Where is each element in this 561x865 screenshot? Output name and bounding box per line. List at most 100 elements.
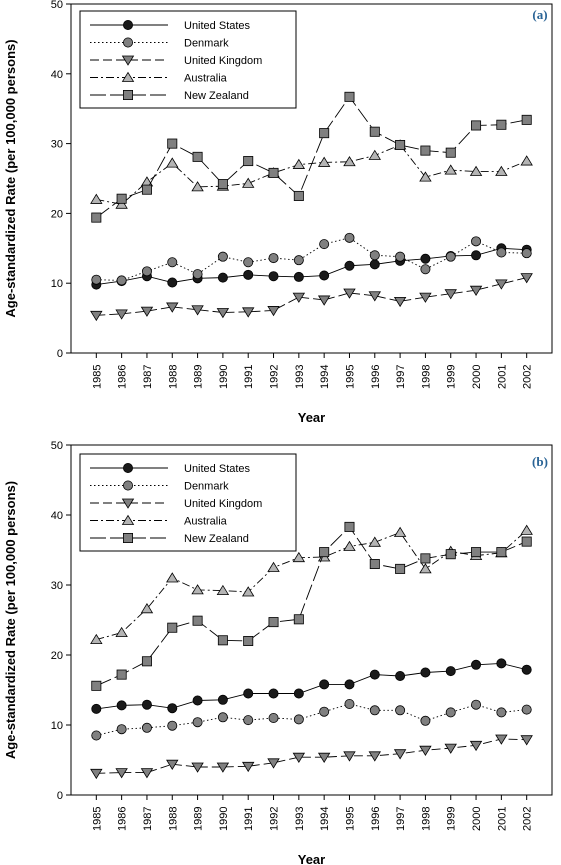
data-point xyxy=(420,715,431,726)
data-point xyxy=(317,295,331,306)
data-point xyxy=(91,680,102,691)
series-australia xyxy=(90,139,533,209)
x-tick-label: 1986 xyxy=(117,365,129,389)
data-point xyxy=(268,253,279,264)
series-line xyxy=(96,703,527,736)
legend-item: United Kingdom xyxy=(90,55,262,67)
legend-item: United Kingdom xyxy=(90,498,262,510)
data-point xyxy=(267,306,280,317)
data-point xyxy=(419,745,432,756)
data-point xyxy=(90,310,103,322)
data-point xyxy=(116,700,127,711)
data-point xyxy=(369,669,380,680)
x-tick-label: 1988 xyxy=(167,365,179,389)
legend-label: New Zealand xyxy=(184,90,249,102)
data-point xyxy=(419,563,432,574)
data-point xyxy=(496,658,507,669)
data-point xyxy=(369,250,380,261)
data-point xyxy=(520,524,533,535)
series-united-kingdom xyxy=(90,273,533,322)
data-point xyxy=(343,155,356,167)
data-point xyxy=(293,614,304,625)
data-point xyxy=(292,551,306,563)
x-tick-label: 1998 xyxy=(420,807,432,831)
data-point xyxy=(167,138,178,149)
series-new-zealand xyxy=(91,521,532,691)
legend-item: New Zealand xyxy=(90,533,249,545)
y-tick-label: 30 xyxy=(51,580,63,592)
legend-box xyxy=(79,453,297,552)
data-point xyxy=(192,151,203,162)
x-tick-label: 1985 xyxy=(91,807,103,831)
x-tick-label: 1994 xyxy=(319,807,331,831)
data-point xyxy=(495,279,508,290)
data-point xyxy=(344,91,355,102)
data-point xyxy=(191,181,204,192)
legend-label: United Kingdom xyxy=(184,55,262,67)
data-point xyxy=(115,626,128,637)
data-point xyxy=(241,586,255,597)
panel-label: (a) xyxy=(532,7,547,22)
data-point xyxy=(469,285,483,296)
x-tick-label: 1990 xyxy=(218,365,230,389)
data-point xyxy=(368,751,382,762)
data-point xyxy=(116,724,127,735)
legend-label: United States xyxy=(184,463,251,475)
y-tick-label: 0 xyxy=(57,790,63,802)
data-point xyxy=(495,734,508,745)
data-point xyxy=(319,270,330,281)
x-tick-label: 1992 xyxy=(269,807,281,831)
legend-item: Denmark xyxy=(90,38,229,50)
data-point xyxy=(344,260,355,271)
legend-item: United States xyxy=(90,462,251,475)
data-point xyxy=(268,271,279,282)
data-point xyxy=(166,759,179,770)
data-point xyxy=(140,176,154,187)
series-united-states xyxy=(91,243,532,290)
data-point xyxy=(115,198,128,209)
legend: United States Denmark United Kingdom Austra… xyxy=(79,453,297,552)
data-point xyxy=(167,703,178,714)
data-point xyxy=(521,248,532,259)
y-axis-title: Age-standardized Rate (per 100,000 perso… xyxy=(3,39,18,317)
data-point xyxy=(191,584,204,595)
y-tick-label: 50 xyxy=(51,0,63,11)
series-united-kingdom xyxy=(90,734,533,780)
legend-item: Denmark xyxy=(90,480,229,493)
data-point xyxy=(217,179,228,190)
legend-item: Australia xyxy=(90,71,228,85)
data-point xyxy=(419,171,432,182)
data-point xyxy=(293,688,304,699)
data-point xyxy=(469,740,483,752)
data-point xyxy=(395,563,406,574)
x-tick-label: 1996 xyxy=(370,807,382,831)
x-axis-title: Year xyxy=(298,852,325,865)
x-tick-label: 2002 xyxy=(522,365,534,389)
x-tick-label: 2001 xyxy=(496,365,508,389)
x-tick-label: 1989 xyxy=(193,807,205,831)
data-point xyxy=(116,669,127,680)
data-point xyxy=(241,761,255,773)
data-point xyxy=(319,547,330,558)
chart-panel-1: 0 10 20 30 40 50 1985 1986 1987 1988 1989 1990 1991 1… xyxy=(3,0,553,425)
x-tick-label: 1995 xyxy=(344,807,356,831)
legend-marker xyxy=(121,498,135,509)
legend-label: United States xyxy=(184,20,251,32)
data-point xyxy=(319,239,330,250)
data-point xyxy=(243,269,254,280)
data-point xyxy=(343,540,356,551)
data-point xyxy=(521,664,532,675)
data-point xyxy=(217,712,228,723)
data-point xyxy=(369,259,380,270)
data-point xyxy=(167,257,178,268)
data-point xyxy=(140,603,154,614)
data-point xyxy=(141,699,152,710)
legend-label: Denmark xyxy=(184,481,229,493)
data-point xyxy=(140,768,154,779)
x-tick-label: 1997 xyxy=(395,807,407,831)
data-point xyxy=(293,714,304,725)
data-point xyxy=(217,694,228,705)
data-point xyxy=(496,547,507,558)
data-point xyxy=(344,699,355,710)
